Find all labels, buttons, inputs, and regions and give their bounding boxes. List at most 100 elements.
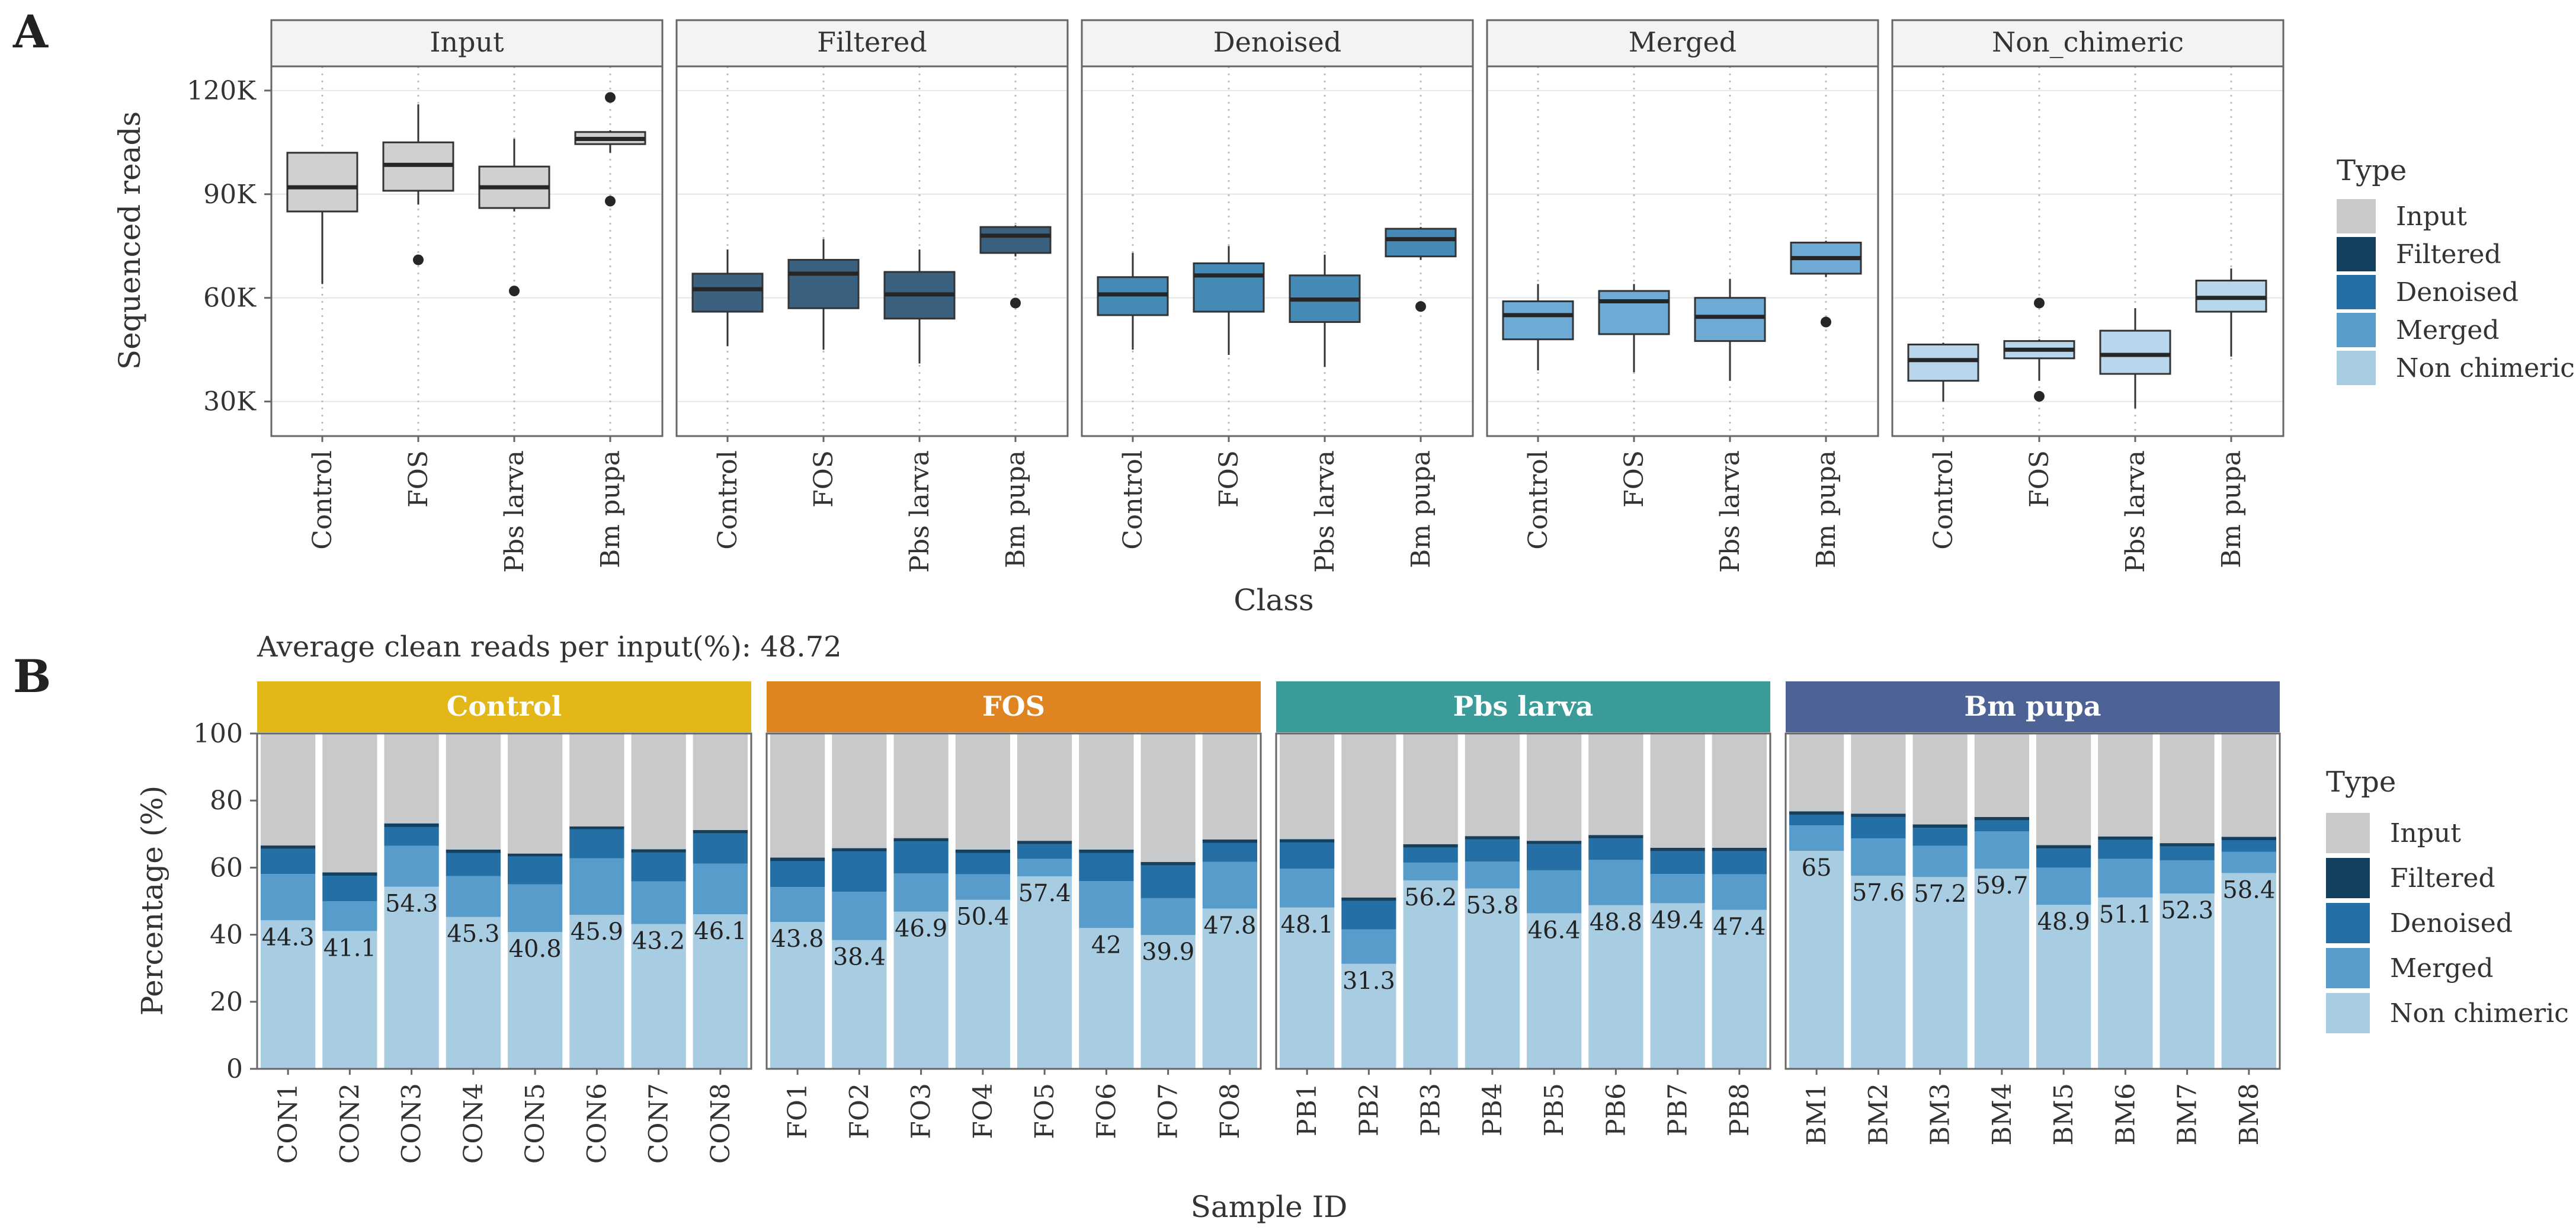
panel-b-bar-filtered	[1912, 824, 1968, 828]
panel-b-bar-denoised	[955, 853, 1010, 875]
panel-b-bar-denoised	[1789, 814, 1844, 826]
panel-b-bar-merged	[1912, 845, 1968, 877]
panel-a-box	[691, 273, 764, 313]
panel-b-bar-filtered	[693, 830, 748, 834]
panel-b-bar-denoised	[631, 852, 686, 882]
panel-b-bar-input	[1974, 733, 2029, 817]
panel-b-bar-input	[322, 733, 377, 873]
panel-b-bar-nonchimeric	[261, 920, 316, 1069]
panel-b-legend-label: Denoised	[2390, 908, 2513, 938]
panel-a-facet-label: Merged	[1629, 26, 1736, 58]
panel-b-bar-nonchimeric	[2160, 893, 2215, 1069]
panel-b-bar-merged	[1079, 881, 1134, 928]
panel-b-bar-nonchimeric	[693, 914, 748, 1069]
panel-a-outlier	[605, 92, 616, 103]
panel-b-bar-nonchimeric	[2221, 873, 2276, 1069]
panel-b-bar-filtered	[322, 872, 377, 876]
panel-b-bar-denoised	[1202, 843, 1257, 862]
panel-a-facet-label: Denoised	[1213, 26, 1341, 58]
panel-b-facet-border	[256, 732, 752, 1070]
panel-b-bar-nonchimeric	[770, 922, 825, 1069]
panel-b-bar-filtered	[770, 857, 825, 861]
panel-b-bar-merged	[693, 863, 748, 915]
panel-b-legend-label: Input	[2390, 818, 2461, 848]
panel-b-bar-denoised	[893, 841, 949, 874]
panel-a-facet-label: Input	[430, 26, 504, 58]
panel-a-x-tick-label: Pbs larva	[1715, 450, 1745, 573]
panel-a-outlier	[605, 196, 616, 207]
panel-b-x-tick-label: PB2	[1354, 1083, 1384, 1136]
panel-b-bar-input	[693, 733, 748, 831]
panel-b-bar-merged	[1140, 898, 1196, 936]
panel-a-facet-strip	[270, 19, 664, 68]
panel-a-box	[1193, 262, 1265, 313]
panel-b-bar-merged	[1202, 861, 1257, 909]
panel-b-bar-filtered	[1974, 816, 2029, 821]
panel-b-x-tick-label: FO1	[783, 1083, 813, 1139]
panel-a-legend-swatch	[2337, 313, 2376, 347]
panel-b-bar-input	[1650, 733, 1705, 848]
panel-a-legend-title: Type	[2337, 154, 2407, 187]
panel-b-x-tick-label: PB6	[1601, 1083, 1631, 1136]
panel-b-bar-input	[508, 733, 563, 854]
panel-b-x-tick-label: CON3	[397, 1083, 427, 1164]
panel-b-bar-input	[1140, 733, 1196, 862]
panel-a-x-tick-label: FOS	[2024, 450, 2055, 508]
panel-b-bar-filtered	[2221, 837, 2276, 840]
panel-b-bar-merged	[508, 884, 563, 933]
panel-b-bar-merged	[569, 858, 624, 915]
panel-a-outlier	[1821, 316, 1831, 328]
panel-b-legend: Input Filtered Denoised Merged Non chimeric	[2326, 813, 2569, 1033]
panel-b-bar-filtered	[1202, 839, 1257, 843]
panel-b-group-strip	[767, 681, 1261, 732]
panel-a-letter: A	[12, 5, 49, 58]
panel-b-bar-nonchimeric	[1403, 880, 1458, 1069]
panel-b-group-strip	[257, 681, 751, 732]
panel-b-bar-value-label: 43.2	[632, 927, 685, 954]
panel-b-bar-denoised	[2160, 846, 2215, 860]
panel-b-bar-denoised	[1465, 839, 1520, 862]
panel-b-bar-value-label: 46.4	[1528, 917, 1581, 944]
panel-a-facet-strip	[1891, 19, 2285, 68]
panel-b-bar-filtered	[569, 826, 624, 829]
panel-b-bar-merged	[1650, 874, 1705, 904]
panel-b-bar-merged	[2221, 851, 2276, 873]
panel-b-bar-input	[631, 733, 686, 850]
panel-b-bar-nonchimeric	[1465, 888, 1520, 1069]
panel-b-bar-merged	[955, 874, 1010, 900]
panel-b-bar-nonchimeric	[1280, 907, 1335, 1069]
panel-b-bar-merged	[1527, 870, 1582, 914]
panel-b-legend-label: Filtered	[2390, 863, 2495, 893]
panel-b-bar-denoised	[508, 856, 563, 885]
panel-b-legend-swatch	[2326, 858, 2370, 898]
panel-b-bar-nonchimeric	[384, 886, 439, 1069]
panel-a-facet-strip	[675, 19, 1069, 68]
panel-a-facet-border	[270, 65, 664, 437]
panel-b-subtitle: Average clean reads per input(%): 48.72	[257, 630, 842, 664]
panel-b-group-strip	[1786, 681, 2280, 732]
panel-b-x-tick-label: FO5	[1030, 1083, 1060, 1139]
panel-b-bar-denoised	[1851, 816, 1906, 839]
panel-a-x-tick-label: Bm pupa	[2216, 450, 2247, 568]
panel-b-bar-input	[569, 733, 624, 827]
panel-b-bar-filtered	[508, 853, 563, 857]
panel-b-bar-value-label: 47.4	[1713, 914, 1766, 941]
panel-b-bar-merged	[2160, 860, 2215, 893]
panel-a-x-tick-label: FOS	[809, 450, 839, 508]
panel-b-bar-denoised	[1712, 851, 1767, 875]
panel-a-x-tick-label: Pbs larva	[499, 450, 530, 573]
panel-b-bar-denoised	[1974, 820, 2029, 832]
panel-b-bar-filtered	[2098, 836, 2153, 840]
panel-b-bar-nonchimeric	[2036, 905, 2091, 1069]
panel-b-bar-nonchimeric	[1079, 928, 1134, 1069]
panel-a-x-tick-label: FOS	[1214, 450, 1244, 508]
panel-b-y-tick-label: 100	[193, 719, 243, 749]
panel-b-bar-filtered	[1403, 844, 1458, 848]
panel-b-legend-swatch	[2326, 948, 2370, 988]
panel-b-bar-denoised	[1912, 828, 1968, 846]
panel-b-bar-value-label: 48.9	[2037, 908, 2090, 936]
panel-b-bar-value-label: 49.4	[1651, 907, 1704, 934]
panel-a-y-tick-label: 60K	[203, 283, 257, 313]
panel-b-group-label: Bm pupa	[1964, 690, 2101, 722]
panel-b-bar-filtered	[2160, 843, 2215, 847]
